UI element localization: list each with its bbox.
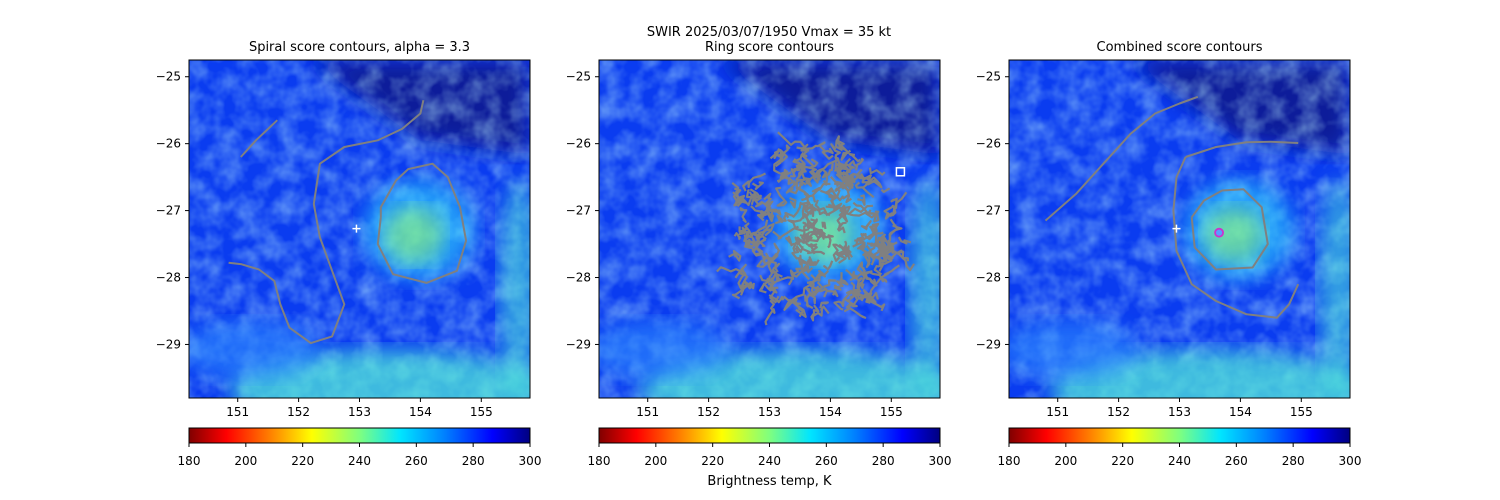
y-tick-label: −28: [566, 271, 591, 285]
contour-line-1: [1044, 95, 1199, 222]
colorbar-tick-label: 220: [291, 454, 314, 468]
y-tick-label: −27: [976, 204, 1001, 218]
y-tick-label: −29: [566, 337, 591, 351]
colorbar-tick-label: 180: [588, 454, 611, 468]
colorbar-3: 180 200 220 240 260 280 300: [998, 427, 1362, 468]
contours: [228, 99, 468, 345]
satellite-image: [189, 60, 530, 398]
colorbar-tick-label: 200: [234, 454, 257, 468]
x-tick-label: 151: [1046, 405, 1069, 419]
contours: [1044, 95, 1300, 319]
contour-line-2: [228, 99, 425, 345]
contour-line-4: [1190, 188, 1269, 271]
square-marker: [895, 167, 906, 177]
y-tick-label: −28: [976, 271, 1001, 285]
x-tick-label: 152: [697, 405, 720, 419]
center-plus-marker: [1172, 224, 1181, 233]
x-tick-label: 155: [880, 405, 903, 419]
x-tick-label: 154: [1229, 405, 1252, 419]
y-tick-label: −26: [566, 137, 591, 151]
panel-1: Spiral score contours, alpha = 3.3 151 152…: [156, 40, 542, 468]
colorbar-tick-label: 180: [178, 454, 201, 468]
x-tick-label: 155: [470, 405, 493, 419]
y-tick-label: −26: [976, 137, 1001, 151]
y-tick-label: −27: [566, 204, 591, 218]
colorbar-label: Brightness temp, K: [707, 474, 832, 489]
colorbar-2: 180 200 220 240 260 280 300: [588, 427, 952, 468]
y-tick-label: −25: [976, 70, 1001, 84]
colorbar-tick-label: 240: [1168, 454, 1191, 468]
colorbar-tick-label: 240: [348, 454, 371, 468]
x-tick-label: 151: [636, 405, 659, 419]
x-tick-label: 154: [409, 405, 432, 419]
x-tick-label: 153: [1168, 405, 1191, 419]
panel-2: Ring score contours 151 152 153 154 155 −25 −26…: [566, 40, 952, 468]
circle-marker: [1214, 227, 1224, 238]
satellite-image: [599, 60, 940, 398]
contour-line-1: [240, 119, 278, 158]
y-tick-label: −27: [156, 204, 181, 218]
x-tick-label: 152: [1107, 405, 1130, 419]
colorbar-tick-label: 240: [758, 454, 781, 468]
satellite-image: [1009, 60, 1350, 398]
contour-line-3: [376, 162, 468, 284]
x-tick-label: 153: [348, 405, 371, 419]
center-plus-marker: [352, 224, 361, 233]
colorbar-tick-label: 300: [1339, 454, 1362, 468]
colorbar-tick-label: 200: [1054, 454, 1077, 468]
colorbar-tick-label: 300: [519, 454, 542, 468]
x-tick-label: 154: [819, 405, 842, 419]
colorbar-tick-label: 220: [701, 454, 724, 468]
figure-suptitle: SWIR 2025/03/07/1950 Vmax = 35 kt: [647, 25, 891, 40]
colorbar-tick-label: 300: [929, 454, 952, 468]
x-tick-label: 155: [1290, 405, 1313, 419]
contour-line-2: [1185, 140, 1299, 158]
y-tick-label: −25: [566, 70, 591, 84]
colorbar-1: 180 200 220 240 260 280 300: [178, 427, 542, 468]
colorbar-tick-label: 260: [405, 454, 428, 468]
contour-line-3: [1172, 156, 1300, 319]
contours: [716, 131, 916, 326]
colorbar-tick-label: 180: [998, 454, 1021, 468]
panel-title: Combined score contours: [1097, 40, 1263, 55]
colorbar-tick-label: 220: [1111, 454, 1134, 468]
colorbar-tick-label: 280: [462, 454, 485, 468]
colorbar-tick-label: 280: [1282, 454, 1305, 468]
ring-contour-cluster: [716, 131, 916, 326]
y-tick-label: −25: [156, 70, 181, 84]
panel-title: Spiral score contours, alpha = 3.3: [249, 40, 470, 55]
x-tick-label: 153: [758, 405, 781, 419]
y-tick-label: −26: [156, 137, 181, 151]
panel-3: Combined score contours 151 152 153 154 155 −2…: [976, 40, 1362, 468]
colorbar-tick-label: 280: [872, 454, 895, 468]
x-tick-label: 152: [287, 405, 310, 419]
y-tick-label: −28: [156, 271, 181, 285]
panel-title: Ring score contours: [705, 40, 834, 55]
colorbar-tick-label: 260: [1225, 454, 1248, 468]
x-tick-label: 151: [226, 405, 249, 419]
y-tick-label: −29: [976, 337, 1001, 351]
y-tick-label: −29: [156, 337, 181, 351]
colorbar-tick-label: 200: [644, 454, 667, 468]
colorbar-tick-label: 260: [815, 454, 838, 468]
